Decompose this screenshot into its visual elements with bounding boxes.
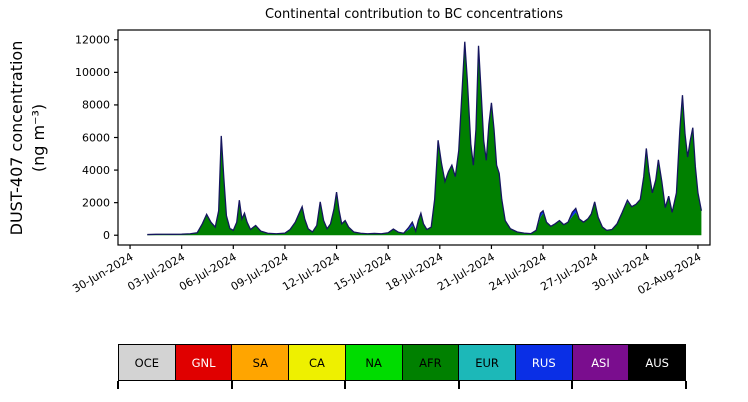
legend-item-AUS: AUS bbox=[628, 344, 687, 381]
legend-axis-tick bbox=[344, 381, 347, 389]
legend-axis-tick bbox=[117, 381, 119, 389]
plot-svg: 0 2000 4000 6000 8000 10000 12000 30-Jun-202403… bbox=[70, 29, 711, 297]
y-axis-label: DUST-407 concentration (ng m⁻³) bbox=[6, 0, 58, 288]
y-tick-label: 10000 bbox=[75, 66, 110, 79]
y-tick-label: 4000 bbox=[82, 164, 110, 177]
x-tick-label: 06-Jul-2024 bbox=[177, 250, 239, 293]
legend-item-CA: CA bbox=[288, 344, 346, 381]
area-AFR bbox=[147, 43, 702, 236]
y-tick-label: 6000 bbox=[82, 131, 110, 144]
x-tick-label: 15-Jul-2024 bbox=[332, 250, 394, 293]
legend-item-AFR: AFR bbox=[401, 344, 460, 381]
legend: OCE GNL SA CA NA AFR EUR RUS ASI AUS bbox=[118, 344, 687, 381]
legend-item-RUS: RUS bbox=[514, 344, 573, 381]
x-tick-label: 09-Jul-2024 bbox=[229, 250, 291, 293]
chart-title: Continental contribution to BC concentra… bbox=[264, 7, 564, 22]
legend-item-GNL: GNL bbox=[174, 344, 233, 381]
x-tick-label: 30-Jun-2024 bbox=[70, 250, 135, 295]
x-tick-label: 03-Jul-2024 bbox=[125, 250, 187, 293]
area-RUS bbox=[147, 41, 702, 235]
y-tick-label: 0 bbox=[103, 229, 110, 242]
axes-box bbox=[117, 29, 711, 246]
total-outline bbox=[147, 41, 703, 236]
y-axis-label-line1: DUST-407 concentration bbox=[7, 40, 26, 236]
legend-item-ASI: ASI bbox=[571, 344, 630, 381]
x-tick-label: 18-Jul-2024 bbox=[384, 250, 446, 293]
legend-axis-tick bbox=[230, 381, 233, 389]
y-axis-label-line2: (ng m⁻³) bbox=[28, 103, 48, 173]
legend-axis-tick bbox=[685, 381, 687, 389]
legend-item-SA: SA bbox=[231, 344, 290, 381]
area-ASI bbox=[147, 41, 702, 235]
legend-item-OCE: OCE bbox=[118, 344, 176, 381]
y-tick-label: 12000 bbox=[75, 34, 110, 47]
y-tick-label: 8000 bbox=[82, 99, 110, 112]
legend-item-NA: NA bbox=[344, 344, 403, 381]
legend-item-EUR: EUR bbox=[458, 344, 516, 381]
legend-axis-tick bbox=[457, 381, 460, 389]
x-tick-label: 21-Jul-2024 bbox=[435, 250, 497, 293]
y-tick-label: 2000 bbox=[82, 196, 110, 209]
x-tick-label: 12-Jul-2024 bbox=[280, 250, 342, 293]
x-tick-label: 24-Jul-2024 bbox=[487, 250, 549, 293]
x-tick-label: 27-Jul-2024 bbox=[538, 250, 600, 293]
legend-axis-tick bbox=[571, 381, 574, 389]
